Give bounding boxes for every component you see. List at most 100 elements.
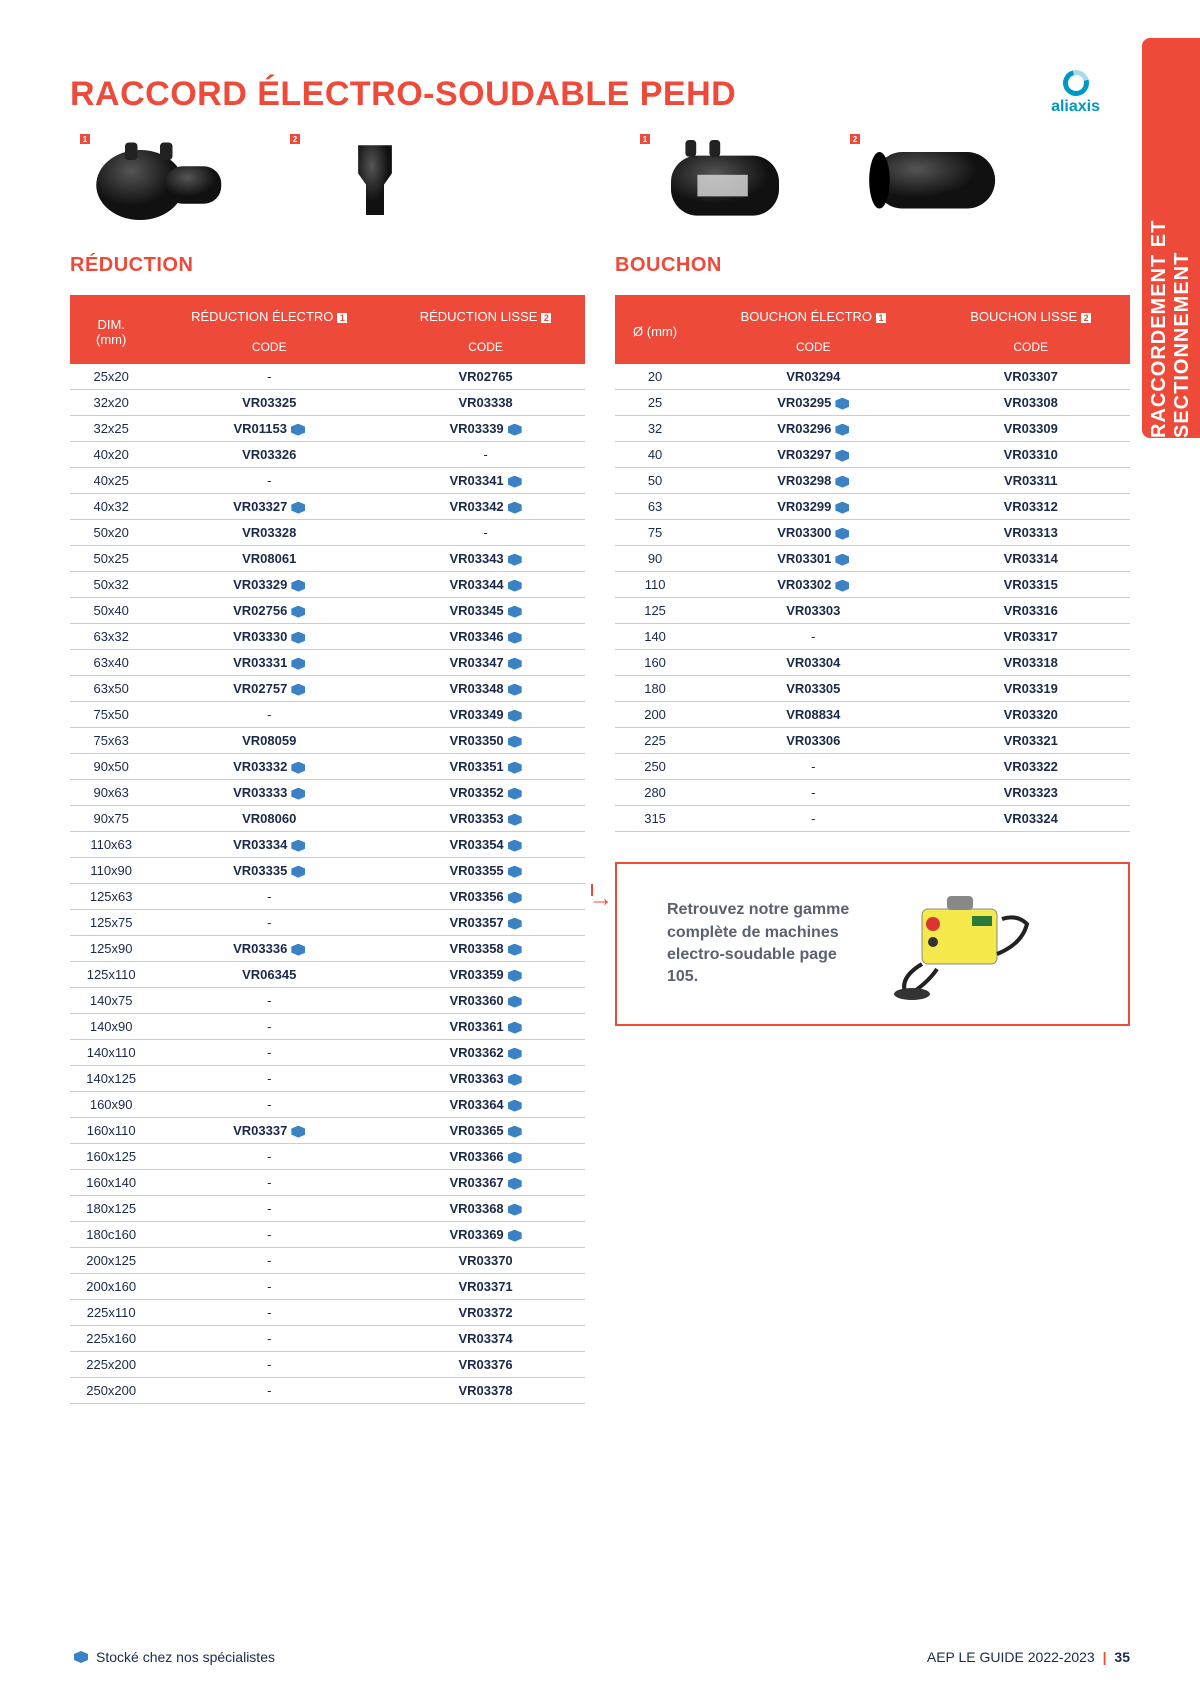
table-row: 280-VR03323 (615, 780, 1130, 806)
cell-code-2: VR03314 (931, 546, 1130, 572)
cell-dim: 200x160 (70, 1274, 152, 1300)
cell-code-2: VR03374 (386, 1326, 585, 1352)
stock-icon (835, 580, 849, 592)
cell-code-1: - (695, 806, 931, 832)
stock-icon (291, 944, 305, 956)
cell-code-1: VR03294 (695, 364, 931, 390)
cell-code-2: VR03309 (931, 416, 1130, 442)
cell-code-1: - (152, 1222, 386, 1248)
cell-code-1: - (152, 1300, 386, 1326)
cell-dim: 125x110 (70, 962, 152, 988)
stock-icon (291, 424, 305, 436)
table-row: 125x63-VR03356 (70, 884, 585, 910)
table-row: 160VR03304VR03318 (615, 650, 1130, 676)
cell-code-2: VR03323 (931, 780, 1130, 806)
cell-code-1: - (152, 1014, 386, 1040)
th-code-2: CODE (386, 334, 585, 364)
product-tag-2: 2 (290, 134, 300, 144)
cell-code-1: - (152, 1196, 386, 1222)
product-image-bouchon-electro: 1 (650, 134, 800, 224)
cell-dim: 110x90 (70, 858, 152, 884)
stock-icon (508, 1230, 522, 1242)
cell-dim: 90x63 (70, 780, 152, 806)
brand-ring-icon (1058, 65, 1094, 101)
table-row: 200VR08834VR03320 (615, 702, 1130, 728)
stock-icon (835, 554, 849, 566)
cell-code-2: VR03361 (386, 1014, 585, 1040)
table-reduction: DIM. (mm) RÉDUCTION ÉLECTRO1 RÉDUCTION L… (70, 295, 585, 1404)
table-row: 225x200-VR03376 (70, 1352, 585, 1378)
cell-code-1: - (152, 1274, 386, 1300)
cell-dim: 140x110 (70, 1040, 152, 1066)
table-row: 90x75VR08060VR03353 (70, 806, 585, 832)
cell-code-1: VR03301 (695, 546, 931, 572)
cell-code-1: VR03306 (695, 728, 931, 754)
cell-dim: 225x110 (70, 1300, 152, 1326)
stock-icon (508, 632, 522, 644)
table-row: 63VR03299VR03312 (615, 494, 1130, 520)
product-image-reduction-lisse: 2 (300, 134, 450, 224)
cell-dim: 160x125 (70, 1144, 152, 1170)
table-row: 200x125-VR03370 (70, 1248, 585, 1274)
cell-code-1: VR03305 (695, 676, 931, 702)
stock-icon (508, 1100, 522, 1112)
product-tag-1: 1 (80, 134, 90, 144)
cell-code-1: VR03335 (152, 858, 386, 884)
stock-icon (508, 996, 522, 1008)
stock-icon (291, 788, 305, 800)
cell-code-2: VR03367 (386, 1170, 585, 1196)
stock-icon (508, 814, 522, 826)
stock-icon (508, 424, 522, 436)
stock-icon (835, 450, 849, 462)
table-row: 225x110-VR03372 (70, 1300, 585, 1326)
cell-dim: 63x50 (70, 676, 152, 702)
page-footer: Stocké chez nos spécialistes AEP LE GUID… (70, 1649, 1130, 1665)
cell-code-1: - (152, 910, 386, 936)
stock-icon (508, 606, 522, 618)
cell-dim: 32 (615, 416, 695, 442)
table-row: 140x90-VR03361 (70, 1014, 585, 1040)
cell-dim: 125x75 (70, 910, 152, 936)
cell-code-1: VR02756 (152, 598, 386, 624)
cell-code-1: - (152, 364, 386, 390)
cell-dim: 250x200 (70, 1378, 152, 1404)
table-row: 40x25-VR03341 (70, 468, 585, 494)
cell-code-2: VR03359 (386, 962, 585, 988)
cell-code-1: VR03336 (152, 936, 386, 962)
table-row: 50x32VR03329VR03344 (70, 572, 585, 598)
cell-code-2: VR03341 (386, 468, 585, 494)
table-row: 225x160-VR03374 (70, 1326, 585, 1352)
cell-code-1: VR03326 (152, 442, 386, 468)
stock-icon (835, 528, 849, 540)
cell-code-1: - (152, 988, 386, 1014)
table-bouchon: Ø (mm) BOUCHON ÉLECTRO1 BOUCHON LISSE2 C… (615, 295, 1130, 832)
cell-dim: 180c160 (70, 1222, 152, 1248)
table-row: 25x20-VR02765 (70, 364, 585, 390)
stock-icon (835, 398, 849, 410)
cell-code-2: VR03320 (931, 702, 1130, 728)
stock-icon (291, 866, 305, 878)
product-images-row: 1 2 1 (70, 134, 1130, 224)
cell-code-2: VR03346 (386, 624, 585, 650)
cell-code-2: VR03347 (386, 650, 585, 676)
cell-code-2: VR03372 (386, 1300, 585, 1326)
table-row: 25VR03295VR03308 (615, 390, 1130, 416)
th-dim: DIM. (mm) (70, 295, 152, 364)
cell-dim: 75 (615, 520, 695, 546)
stock-icon (508, 684, 522, 696)
th-code-3: CODE (695, 334, 931, 364)
cell-code-1: - (152, 1378, 386, 1404)
cell-dim: 32x25 (70, 416, 152, 442)
cell-code-1: VR03329 (152, 572, 386, 598)
table-row: 63x50VR02757VR03348 (70, 676, 585, 702)
cell-code-2: VR03339 (386, 416, 585, 442)
cell-code-2: VR03352 (386, 780, 585, 806)
stock-icon (508, 1074, 522, 1086)
product-image-reduction-electro: 1 (90, 134, 240, 224)
stock-icon (508, 1152, 522, 1164)
table-row: 140x75-VR03360 (70, 988, 585, 1014)
stock-icon (291, 606, 305, 618)
table-row: 200x160-VR03371 (70, 1274, 585, 1300)
table-row: 40x32VR03327VR03342 (70, 494, 585, 520)
cell-dim: 50 (615, 468, 695, 494)
